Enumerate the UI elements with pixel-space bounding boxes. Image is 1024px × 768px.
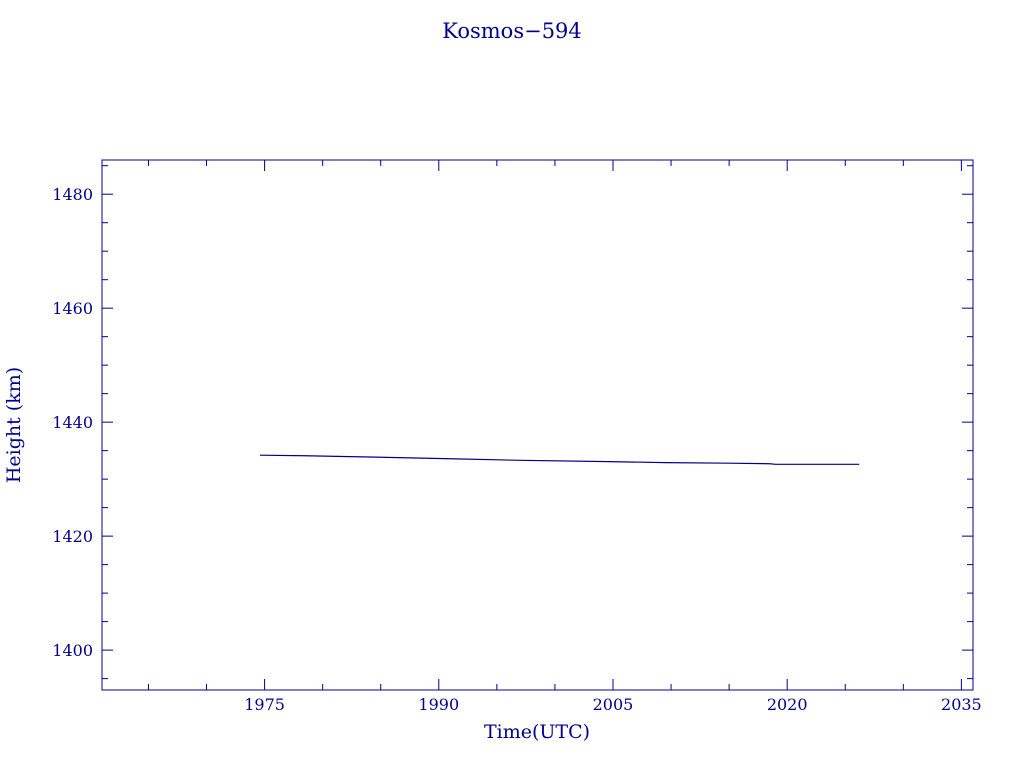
series-layer: [259, 454, 860, 465]
x-tick-label: 1975: [244, 695, 285, 714]
x-tick-label: 2020: [767, 695, 808, 714]
x-tick-label: 2005: [593, 695, 634, 714]
axis-tick-labels: 1975 1990 2005 2020 2035 1400 1420 1440 1460 1480: [52, 185, 981, 714]
x-tick-label: 1990: [418, 695, 459, 714]
y-tick-label: 1460: [52, 299, 93, 318]
y-tick-label: 1480: [52, 185, 93, 204]
y-tick-label: 1400: [52, 641, 93, 660]
y-tick-label: 1440: [52, 413, 93, 432]
series-line: [259, 454, 860, 465]
x-tick-label: 2035: [941, 695, 982, 714]
y-axis-title: Height (km): [3, 367, 25, 483]
x-axis-title: Time(UTC): [484, 721, 590, 743]
y-tick-label: 1420: [52, 527, 93, 546]
axis-ticks: [102, 160, 973, 690]
plot-frame: [101, 159, 974, 691]
chart-title: Kosmos−594: [442, 19, 582, 43]
